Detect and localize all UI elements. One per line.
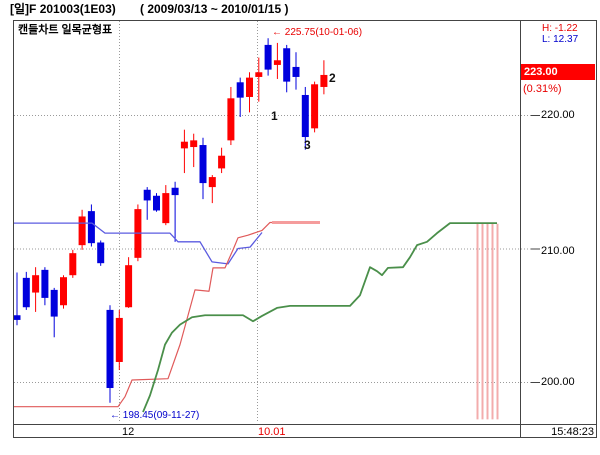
- window-title: [일]F 201003(1E03): [10, 2, 116, 16]
- session-low-value: L: 12.37: [542, 34, 579, 45]
- session-high-value: H: -1.22: [542, 23, 578, 34]
- high-annotation: ← 225.75(10-01-06): [272, 27, 363, 38]
- low-annotation: ← 198.45(09-11-27): [110, 410, 200, 421]
- y-axis-label-210: 210.00: [541, 245, 575, 257]
- kijun-line: [14, 222, 263, 265]
- date-range-label: ( 2009/03/13 ~ 2010/01/15 ): [140, 2, 289, 16]
- y-axis-label-200: 200.00: [541, 376, 575, 388]
- x-axis-label-december: 12: [122, 426, 135, 438]
- change-percent-label: (0.31%): [523, 83, 562, 95]
- clock-label: 15:48:23: [551, 426, 594, 438]
- y-axis-label-220: 220.00: [541, 109, 575, 121]
- chart-type-label: 캔들차트 일목균형표: [18, 24, 113, 36]
- sequence-number-2: 2: [329, 71, 336, 85]
- sequence-number-1: 1: [271, 109, 278, 123]
- sequence-number-3: 3: [304, 138, 311, 152]
- last-price-badge: 223.00: [521, 64, 595, 81]
- senkou-a-line: [14, 221, 320, 408]
- senkou-b-line: [142, 222, 497, 413]
- candlestick-series: [13, 38, 328, 403]
- x-axis-label-january: 10.01: [258, 426, 286, 438]
